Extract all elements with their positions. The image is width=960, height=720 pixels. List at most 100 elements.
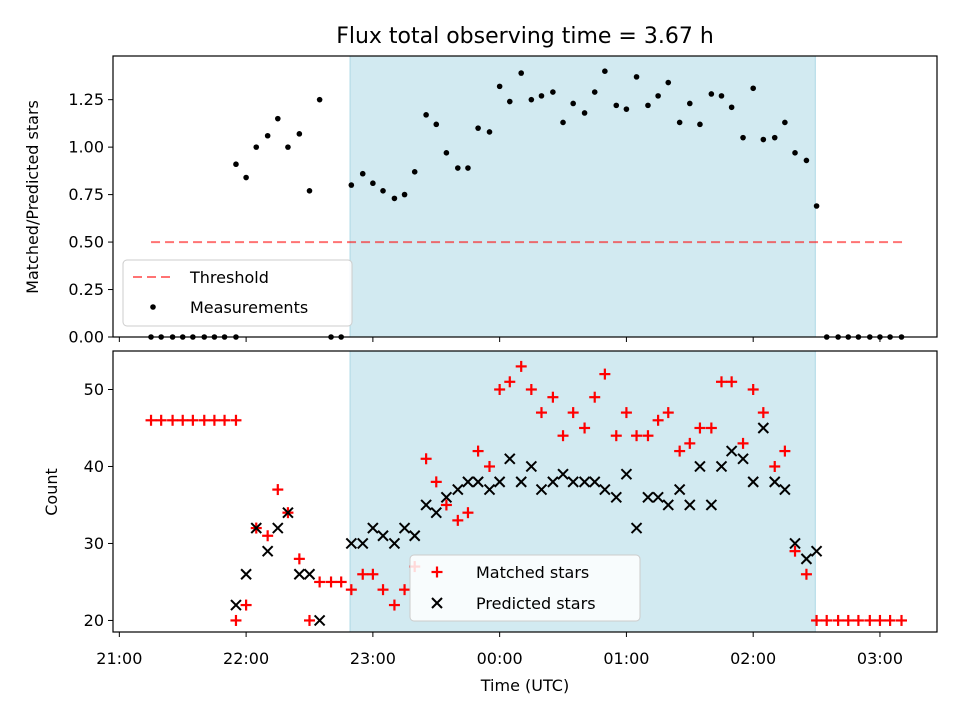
predicted-star-point <box>642 491 654 503</box>
matched-star-point <box>452 514 464 526</box>
x-tick-label: 22:00 <box>223 649 269 668</box>
matched-star-point <box>440 499 452 511</box>
matched-star-point <box>484 460 496 472</box>
predicted-marker-b <box>810 545 823 557</box>
predicted-marker-b <box>250 522 262 534</box>
measurement-point <box>296 131 303 137</box>
legend-box <box>122 259 353 327</box>
predicted-star-point <box>367 522 379 534</box>
matched-star-point <box>662 407 674 419</box>
predicted-star-point <box>725 445 738 457</box>
legend-predicted-label: Predicted stars <box>476 594 596 613</box>
predicted-marker-b <box>620 468 633 480</box>
chart-title: Flux total observing time = 3.67 h <box>336 24 714 49</box>
matched-star-point <box>779 445 791 457</box>
measurement-point <box>506 98 513 105</box>
predicted-star-point <box>472 476 484 488</box>
predicted-star-point <box>652 491 664 503</box>
predicted-star-point <box>779 483 791 496</box>
predicted-marker-b <box>630 522 643 534</box>
predicted-star-point <box>737 453 749 465</box>
measurement-point <box>782 119 788 126</box>
measurement-point <box>391 195 398 202</box>
measurement-point <box>538 93 545 99</box>
matched-star-point <box>325 576 337 588</box>
predicted-star-point <box>589 476 601 488</box>
predicted-star-point <box>282 506 294 519</box>
predicted-marker-b <box>430 506 442 519</box>
predicted-marker-b <box>525 460 538 473</box>
measurement-point <box>697 121 703 128</box>
top-y-axis-label: Matched/Predicted stars <box>23 100 42 294</box>
measurement-point <box>665 79 672 86</box>
predicted-marker-b <box>642 491 654 503</box>
measurement-point <box>633 74 640 80</box>
predicted-marker-b <box>303 568 316 580</box>
measurement-point <box>455 165 461 171</box>
matched-star-point <box>272 484 284 496</box>
predicted-marker-b <box>757 422 770 434</box>
matched-star-point <box>705 422 717 434</box>
predicted-marker-b <box>557 468 569 480</box>
matched-star-point <box>884 614 896 626</box>
matched-star-point <box>504 376 516 388</box>
matched-star-point <box>335 576 347 588</box>
matched-star-point <box>599 368 611 380</box>
predicted-marker-b <box>293 568 306 580</box>
measurement-point <box>264 132 271 139</box>
matched-star-point <box>715 376 727 388</box>
predicted-star-point <box>694 460 706 473</box>
predicted-star-point <box>409 530 421 542</box>
measurement-point <box>496 83 503 90</box>
measurement-point <box>581 110 588 116</box>
predicted-star-point <box>662 499 674 511</box>
matched-star-point <box>800 568 812 580</box>
measurement-point <box>285 144 291 150</box>
matched-star-point <box>494 383 506 395</box>
matched-star-point <box>345 584 357 596</box>
measurement-point <box>708 91 715 97</box>
predicted-marker-b <box>462 476 474 488</box>
matched-star-point <box>864 614 876 626</box>
legend-matched-label: Matched stars <box>476 563 589 582</box>
x-axis-label: Time (UTC) <box>480 676 569 695</box>
measurement-point <box>613 102 620 109</box>
predicted-star-point <box>599 483 611 496</box>
matched-star-point <box>620 407 632 419</box>
predicted-marker-b <box>493 476 506 488</box>
predicted-star-point <box>303 568 316 580</box>
predicted-marker-b <box>662 499 674 511</box>
predicted-marker-b <box>230 599 242 611</box>
matched-star-point <box>420 453 432 465</box>
predicted-star-point <box>705 499 718 511</box>
predicted-marker-b <box>367 522 379 534</box>
matched-star-point <box>167 414 179 426</box>
predicted-star-point <box>535 483 548 496</box>
legend-measurements-swatch <box>150 304 156 310</box>
matched-star-point <box>747 383 759 395</box>
measurement-point <box>591 89 598 95</box>
measurement-point <box>275 115 281 122</box>
measurement-point <box>570 100 576 107</box>
measurement-point <box>370 180 376 187</box>
predicted-marker-b <box>452 483 464 496</box>
predicted-star-point <box>567 476 579 488</box>
x-tick-label: 02:00 <box>730 649 776 668</box>
predicted-star-point <box>388 537 401 550</box>
matched-star-point <box>579 422 591 434</box>
measurement-point <box>411 169 418 175</box>
bottom-legend: Matched stars Predicted stars <box>409 554 641 622</box>
matched-star-point <box>547 391 559 403</box>
bottom-y-tick-label: 40 <box>84 457 104 476</box>
predicted-marker-b <box>779 483 791 496</box>
top-panel: 0.00 0.25 0.50 0.75 1.00 1.25 Threshold Measure… <box>68 55 938 347</box>
predicted-marker-b <box>388 537 401 550</box>
bottom-axes-frame <box>112 350 938 633</box>
bottom-y-tick-label: 20 <box>84 611 104 630</box>
predicted-star-point <box>398 522 411 534</box>
measurement-point <box>401 191 408 198</box>
predicted-star-point <box>630 522 643 534</box>
matched-star-point <box>155 414 167 426</box>
predicted-marker-b <box>377 530 389 542</box>
legend-threshold-label: Threshold <box>189 268 269 287</box>
